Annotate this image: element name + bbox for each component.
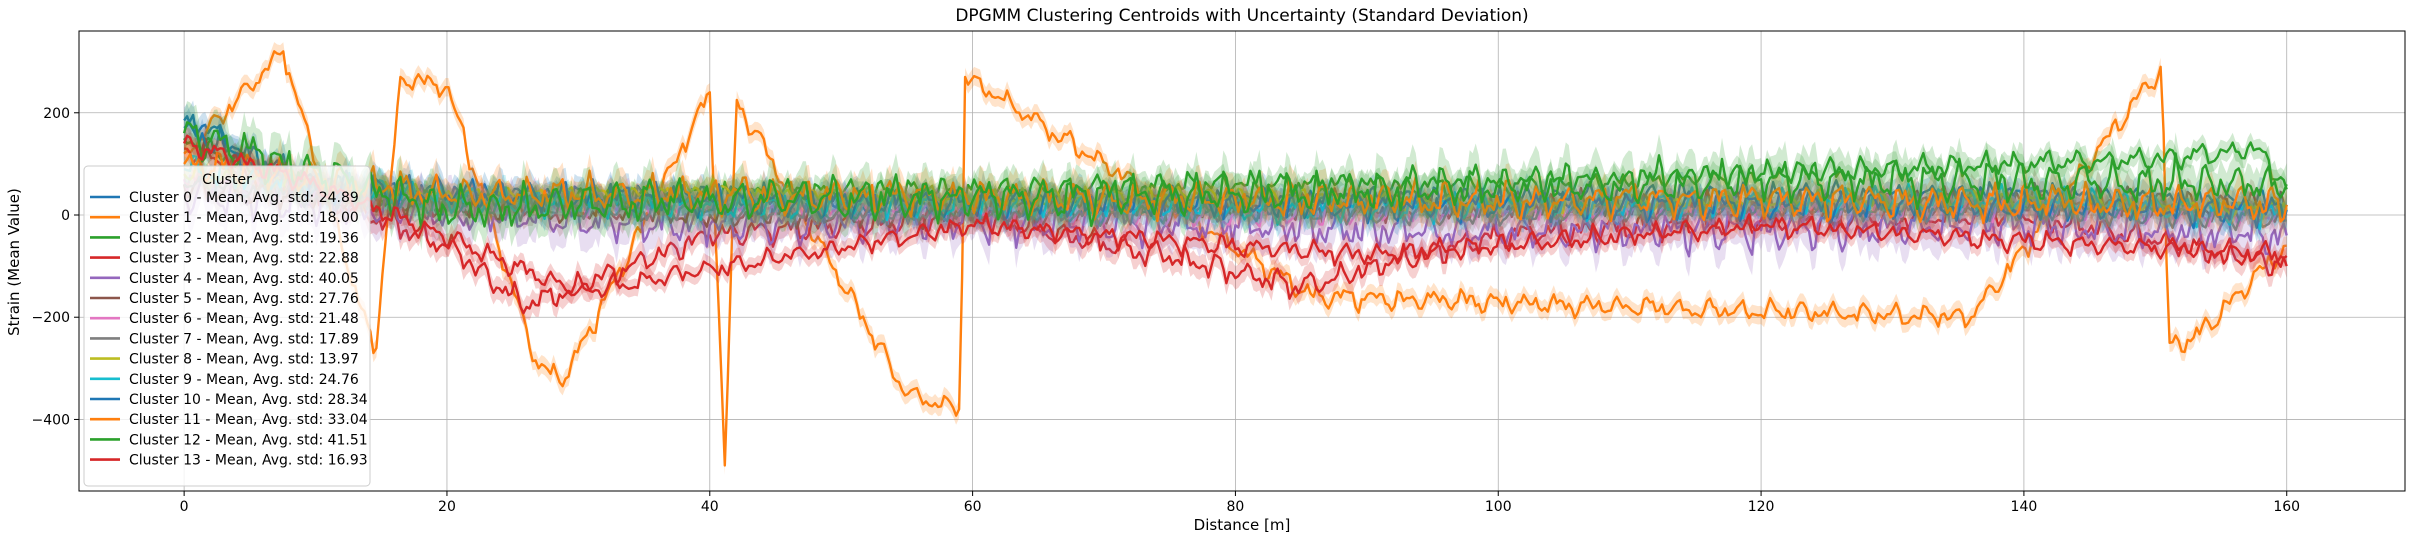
legend-label-6: Cluster 6 - Mean, Avg. std: 21.48 — [129, 311, 359, 327]
series-10-mean-line — [183, 113, 2288, 230]
legend-label-0: Cluster 0 - Mean, Avg. std: 24.89 — [129, 190, 359, 206]
legend-label-7: Cluster 7 - Mean, Avg. std: 17.89 — [129, 331, 359, 347]
legend-label-5: Cluster 5 - Mean, Avg. std: 27.76 — [129, 291, 359, 307]
plot-area — [182, 42, 2288, 475]
x-tick-label: 40 — [701, 499, 719, 515]
series-1-std-band — [184, 42, 2287, 475]
legend-label-9: Cluster 9 - Mean, Avg. std: 24.76 — [129, 372, 359, 388]
series-11-std-band — [184, 135, 2287, 240]
y-tick-label: −200 — [32, 310, 70, 326]
x-axis-label: Distance [m] — [1194, 516, 1291, 534]
legend-label-8: Cluster 8 - Mean, Avg. std: 13.97 — [129, 352, 359, 368]
series-9-std-band — [184, 143, 2287, 242]
legend-label-12: Cluster 12 - Mean, Avg. std: 41.51 — [129, 432, 368, 448]
x-tick-label: 0 — [180, 499, 189, 515]
series-3-mean-line — [184, 137, 2288, 315]
chart-title: DPGMM Clustering Centroids with Uncertai… — [955, 6, 1528, 26]
legend-label-1: Cluster 1 - Mean, Avg. std: 18.00 — [129, 210, 359, 226]
legend-label-4: Cluster 4 - Mean, Avg. std: 40.05 — [129, 271, 359, 287]
y-axis-label: Strain (Mean Value) — [5, 188, 23, 336]
series-11-mean-line — [183, 151, 2288, 225]
x-tick-label: 60 — [964, 499, 982, 515]
x-axis: 0 20 40 60 80 100 120 140 160 — [180, 491, 2300, 515]
legend: Cluster Cluster 0 - Mean, Avg. std: 24.8… — [83, 165, 371, 487]
series-1-mean-line — [183, 50, 2287, 467]
x-tick-label: 100 — [1485, 499, 1512, 515]
y-tick-label: 200 — [43, 106, 70, 122]
series-6-mean-line — [182, 170, 2288, 228]
y-tick-label: 0 — [61, 208, 70, 224]
series-13-std-band — [184, 127, 2287, 306]
series-4-mean-line — [182, 174, 2288, 258]
x-tick-label: 140 — [2011, 499, 2038, 515]
legend-label-2: Cluster 2 - Mean, Avg. std: 19.36 — [129, 230, 359, 246]
series-group — [182, 42, 2288, 475]
series-3-std-band — [184, 126, 2287, 325]
series-12-std-band — [184, 101, 2287, 251]
series-12-mean-line — [182, 121, 2288, 231]
y-tick-label: −400 — [32, 412, 70, 428]
y-axis: −400 −200 0 200 — [32, 106, 79, 428]
plot-frame — [78, 30, 2406, 492]
legend-label-13: Cluster 13 - Mean, Avg. std: 16.93 — [129, 453, 368, 469]
series-6-std-band — [184, 161, 2287, 238]
legend-label-10: Cluster 10 - Mean, Avg. std: 28.34 — [129, 392, 368, 408]
legend-box — [83, 165, 371, 487]
x-tick-label: 20 — [438, 499, 456, 515]
legend-items: Cluster 0 - Mean, Avg. std: 24.89 Cluster… — [90, 190, 368, 469]
legend-label-11: Cluster 11 - Mean, Avg. std: 33.04 — [129, 412, 368, 428]
x-tick-label: 120 — [1748, 499, 1775, 515]
x-tick-label: 160 — [2273, 499, 2300, 515]
x-tick-label: 80 — [1227, 499, 1245, 515]
legend-title: Cluster — [202, 172, 252, 188]
series-13-mean-line — [182, 134, 2288, 299]
legend-label-3: Cluster 3 - Mean, Avg. std: 22.88 — [129, 251, 359, 267]
